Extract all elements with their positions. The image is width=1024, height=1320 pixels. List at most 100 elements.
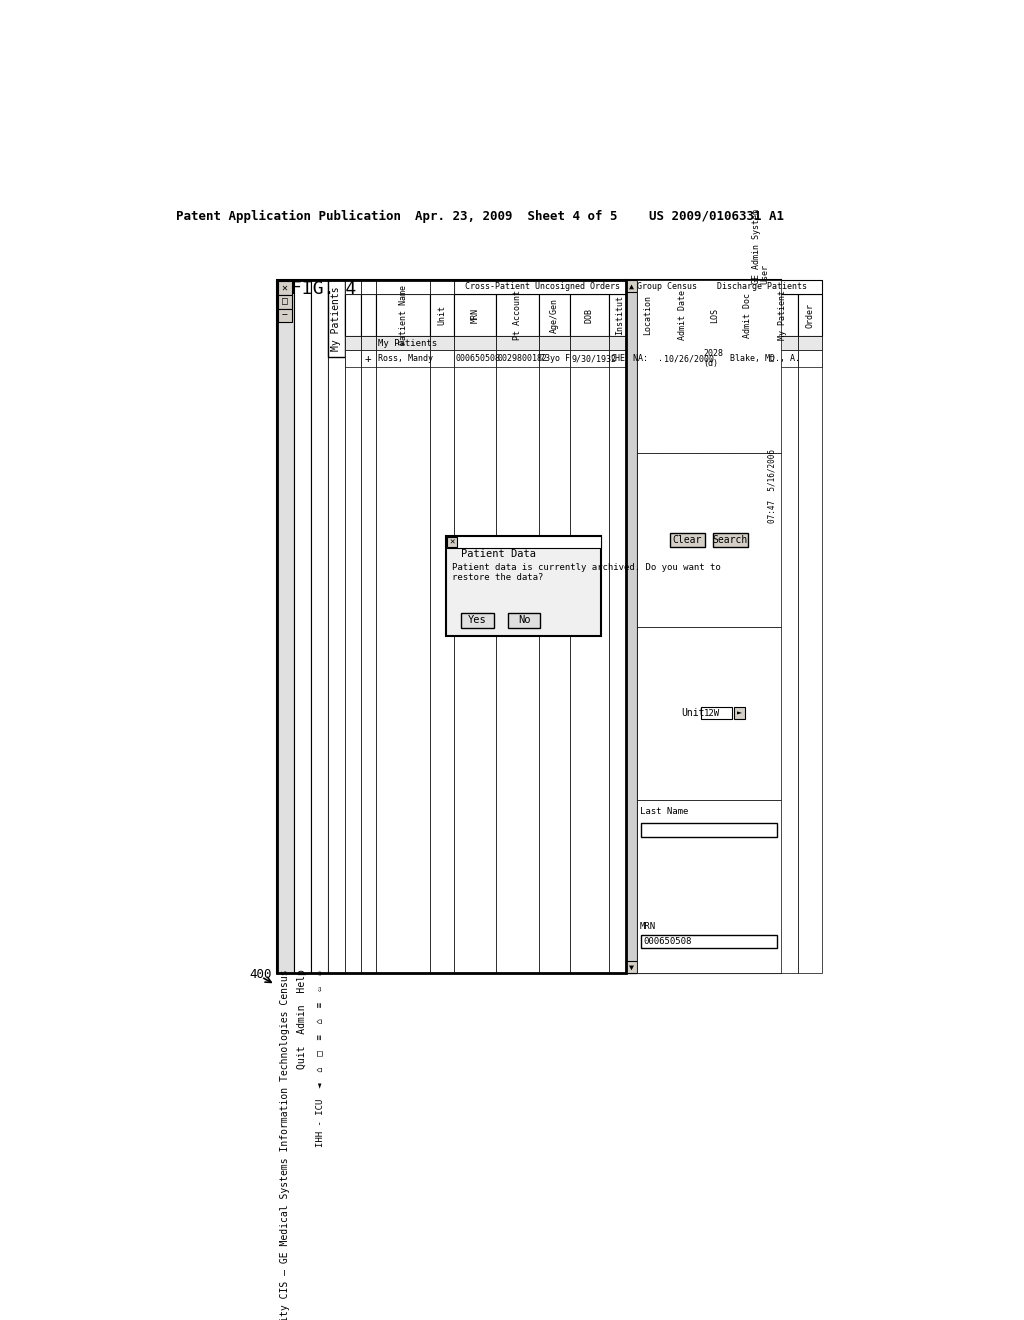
Bar [496, 294, 539, 337]
Bar [729, 350, 767, 367]
Bar [569, 350, 608, 367]
Bar [729, 337, 767, 350]
Bar [729, 280, 767, 973]
Bar [376, 350, 430, 367]
Bar [278, 309, 292, 322]
Bar [345, 350, 360, 367]
Bar [637, 800, 780, 973]
Text: Patient data is currently archived. Do you want to: Patient data is currently archived. Do y… [452, 562, 721, 572]
Text: 10/26/2000: 10/26/2000 [665, 354, 715, 363]
Bar [632, 280, 663, 973]
Text: DOB: DOB [585, 308, 594, 322]
Bar [539, 350, 569, 367]
Text: ✕: ✕ [282, 282, 288, 293]
Text: Group Census: Group Census [637, 282, 696, 292]
Bar [376, 294, 430, 337]
Text: Patient Name: Patient Name [398, 285, 408, 345]
Text: Order: Order [806, 302, 814, 327]
Bar [345, 337, 360, 350]
Bar [376, 280, 430, 973]
Text: Last Name: Last Name [640, 807, 688, 816]
Bar [767, 350, 799, 367]
Bar [454, 294, 496, 337]
Text: Location: Location [643, 296, 651, 335]
Bar [608, 350, 632, 367]
Text: Centricity CIS – GE Medical Systems Information Technologies Census: Centricity CIS – GE Medical Systems Info… [281, 969, 291, 1320]
Bar [376, 337, 430, 350]
Bar [430, 280, 454, 294]
Bar [430, 337, 454, 350]
Bar [632, 294, 663, 337]
Bar [632, 280, 701, 294]
Bar [539, 280, 569, 973]
Bar [670, 533, 705, 546]
Bar [276, 280, 626, 973]
Bar [345, 280, 360, 973]
Text: Clear: Clear [673, 535, 702, 545]
Text: 000650508: 000650508 [455, 354, 500, 363]
Bar [608, 294, 632, 337]
Text: 73yo F: 73yo F [541, 354, 570, 363]
Text: US 2009/0106331 A1: US 2009/0106331 A1 [649, 210, 783, 223]
Bar [454, 280, 632, 294]
Bar [767, 337, 799, 350]
Bar [360, 294, 376, 337]
Bar [701, 280, 821, 294]
Bar [608, 337, 632, 350]
Bar [663, 350, 701, 367]
Bar [430, 350, 454, 367]
Bar [701, 294, 729, 337]
Bar [799, 294, 821, 337]
Bar [799, 280, 821, 973]
Text: Search: Search [713, 535, 748, 545]
Text: LOS: LOS [711, 308, 720, 322]
Text: 07:47  5/16/2006: 07:47 5/16/2006 [768, 449, 776, 524]
Bar [496, 337, 539, 350]
Text: Admit Date: Admit Date [678, 290, 687, 341]
Bar [278, 294, 292, 309]
Text: Cross-Patient Uncosigned Orders: Cross-Patient Uncosigned Orders [465, 282, 621, 292]
Bar [701, 350, 729, 367]
Bar [294, 280, 311, 973]
Bar [767, 280, 799, 973]
Bar [276, 280, 626, 973]
Bar [663, 337, 701, 350]
Text: FIG. 4: FIG. 4 [291, 280, 356, 298]
Bar [799, 337, 821, 350]
Text: 9/30/1932: 9/30/1932 [571, 354, 616, 363]
Bar [767, 294, 799, 337]
Text: GE Admin System: GE Admin System [753, 209, 761, 284]
Bar [454, 280, 496, 973]
Text: Unit: Unit [682, 709, 706, 718]
Bar [701, 708, 732, 719]
Bar [729, 294, 767, 337]
Text: MRN: MRN [470, 308, 479, 322]
Text: −: − [282, 310, 288, 321]
Bar [632, 337, 663, 350]
Bar [430, 294, 454, 337]
Bar [569, 280, 608, 973]
Bar [539, 337, 569, 350]
Text: 400: 400 [250, 968, 272, 981]
Bar [445, 536, 601, 636]
Text: Pt Account: Pt Account [513, 290, 522, 341]
Bar [430, 280, 454, 973]
Text: restore the data?: restore the data? [452, 573, 544, 582]
Text: 0029800182: 0029800182 [498, 354, 548, 363]
Bar [454, 350, 496, 367]
Bar [608, 280, 632, 973]
Bar [496, 350, 539, 367]
Text: Yes: Yes [468, 615, 486, 626]
Text: ▲: ▲ [629, 281, 634, 290]
Text: Discharge Patients: Discharge Patients [717, 282, 807, 292]
Bar [328, 280, 345, 358]
Text: Patent Application Publication: Patent Application Publication [176, 210, 401, 223]
Text: No: No [518, 615, 530, 626]
Bar [626, 280, 780, 973]
Bar [626, 961, 637, 973]
Text: My Patient: My Patient [778, 290, 787, 341]
Bar [461, 612, 494, 628]
Bar [360, 350, 376, 367]
Text: ▼: ▼ [629, 962, 634, 972]
Bar [569, 337, 608, 350]
